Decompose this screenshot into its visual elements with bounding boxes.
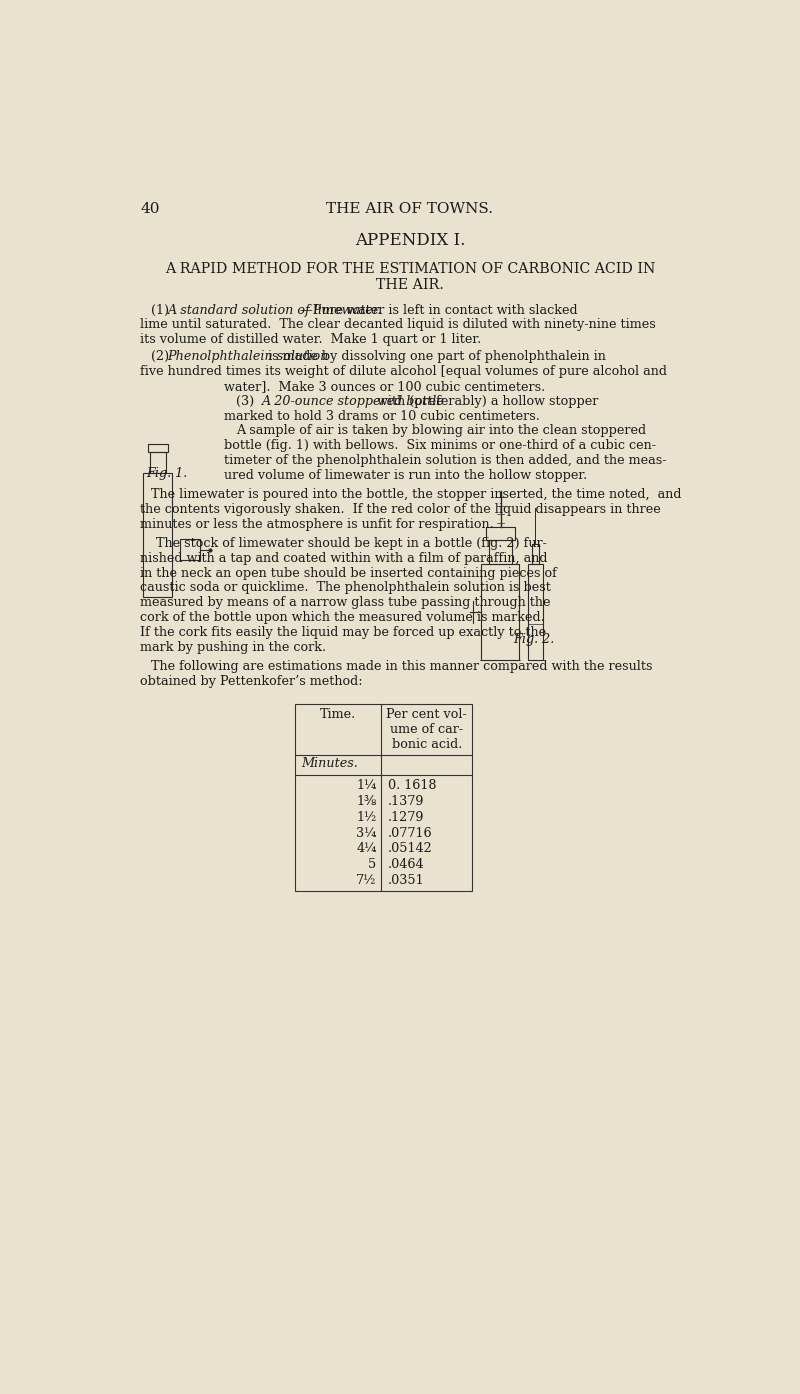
Text: THE AIR OF TOWNS.: THE AIR OF TOWNS. [326, 202, 494, 216]
Bar [143, 473, 172, 597]
Bar [489, 539, 512, 563]
Text: .0464: .0464 [388, 859, 424, 871]
Text: cork of the bottle upon which the measured volume is marked.: cork of the bottle upon which the measur… [140, 611, 545, 625]
Text: Per cent vol-: Per cent vol- [386, 708, 467, 721]
Text: 3¼: 3¼ [356, 827, 377, 839]
Text: the contents vigorously shaken.  If the red color of the liquid disappears in th: the contents vigorously shaken. If the r… [140, 503, 661, 516]
Bar [528, 563, 543, 661]
Text: measured by means of a narrow glass tube passing through the: measured by means of a narrow glass tube… [140, 597, 550, 609]
Text: timeter of the phenolphthalein solution is then added, and the meas-: timeter of the phenolphthalein solution … [224, 454, 666, 467]
Text: 5: 5 [368, 859, 377, 871]
Text: (2): (2) [151, 350, 174, 364]
Text: bonic acid.: bonic acid. [391, 737, 462, 750]
Text: Phenolphthalein solution: Phenolphthalein solution [167, 350, 329, 364]
Text: 7½: 7½ [356, 874, 377, 887]
Text: five hundred times its weight of dilute alcohol [equal volumes of pure alcohol a: five hundred times its weight of dilute … [140, 365, 667, 378]
Text: caustic soda or quicklime.  The phenolphthalein solution is best: caustic soda or quicklime. The phenolpht… [140, 581, 551, 594]
Text: (3): (3) [237, 395, 258, 407]
Bar [482, 563, 518, 661]
Text: —Pure water is left in contact with slacked: —Pure water is left in contact with slac… [300, 304, 578, 316]
Text: .07716: .07716 [388, 827, 432, 839]
Text: 0. 1618: 0. 1618 [388, 779, 436, 792]
Text: in the neck an open tube should be inserted containing pieces of: in the neck an open tube should be inser… [140, 566, 557, 580]
Text: THE AIR.: THE AIR. [376, 277, 444, 291]
Text: .05142: .05142 [388, 842, 433, 856]
Text: .1279: .1279 [388, 811, 424, 824]
Text: .1379: .1379 [388, 795, 424, 809]
Text: nished with a tap and coated within with a film of paraffin, and: nished with a tap and coated within with… [140, 552, 548, 565]
Bar [486, 527, 515, 539]
Text: is made by dissolving one part of phenolphthalein in: is made by dissolving one part of phenol… [264, 350, 606, 364]
Text: 4¼: 4¼ [356, 842, 377, 856]
Bar [295, 704, 472, 891]
Text: Fig. 2.: Fig. 2. [514, 633, 554, 647]
Text: The limewater is poured into the bottle, the stopper inserted, the time noted,  : The limewater is poured into the bottle,… [151, 488, 682, 500]
Text: 1⅜: 1⅜ [356, 795, 377, 809]
Text: obtained by Pettenkofer’s method:: obtained by Pettenkofer’s method: [140, 675, 363, 687]
Bar [150, 452, 166, 473]
Text: .0351: .0351 [388, 874, 424, 887]
Text: (1): (1) [151, 304, 174, 316]
Text: with (preferably) a hollow stopper: with (preferably) a hollow stopper [373, 395, 598, 407]
Text: lime until saturated.  The clear decanted liquid is diluted with ninety-nine tim: lime until saturated. The clear decanted… [140, 318, 656, 332]
Text: Minutes.: Minutes. [302, 757, 358, 769]
Text: The stock of limewater should be kept in a bottle (fig. 2) fur-: The stock of limewater should be kept in… [140, 537, 547, 549]
Text: A 20-ounce stoppered bottle: A 20-ounce stoppered bottle [262, 395, 446, 407]
Text: 40: 40 [140, 202, 160, 216]
Text: A standard solution of limewater.: A standard solution of limewater. [167, 304, 382, 316]
Text: mark by pushing in the cork.: mark by pushing in the cork. [140, 641, 326, 654]
Text: ured volume of limewater is run into the hollow stopper.: ured volume of limewater is run into the… [224, 468, 587, 482]
Text: 1½: 1½ [356, 811, 377, 824]
Text: A RAPID METHOD FOR THE ESTIMATION OF CARBONIC ACID IN: A RAPID METHOD FOR THE ESTIMATION OF CAR… [165, 262, 655, 276]
Bar [148, 445, 167, 452]
Text: ume of car-: ume of car- [390, 723, 463, 736]
Text: If the cork fits easily the liquid may be forced up exactly to the: If the cork fits easily the liquid may b… [140, 626, 546, 638]
Text: marked to hold 3 drams or 10 cubic centimeters.: marked to hold 3 drams or 10 cubic centi… [224, 410, 540, 422]
Text: Time.: Time. [320, 708, 357, 721]
Text: minutes or less the atmosphere is unfit for respiration.: minutes or less the atmosphere is unfit … [140, 517, 494, 531]
Text: A sample of air is taken by blowing air into the clean stoppered: A sample of air is taken by blowing air … [237, 424, 646, 438]
Text: water].  Make 3 ounces or 100 cubic centimeters.: water]. Make 3 ounces or 100 cubic centi… [224, 381, 546, 393]
Bar [532, 545, 539, 563]
Text: Fig. 1.: Fig. 1. [146, 467, 188, 481]
Text: bottle (fig. 1) with bellows.  Six minims or one-third of a cubic cen-: bottle (fig. 1) with bellows. Six minims… [224, 439, 656, 452]
Text: The following are estimations made in this manner compared with the results: The following are estimations made in th… [151, 659, 653, 673]
Text: APPENDIX I.: APPENDIX I. [355, 231, 465, 248]
Text: its volume of distilled water.  Make 1 quart or 1 liter.: its volume of distilled water. Make 1 qu… [140, 333, 482, 346]
Text: 1¼: 1¼ [356, 779, 377, 792]
Bar [180, 539, 200, 560]
